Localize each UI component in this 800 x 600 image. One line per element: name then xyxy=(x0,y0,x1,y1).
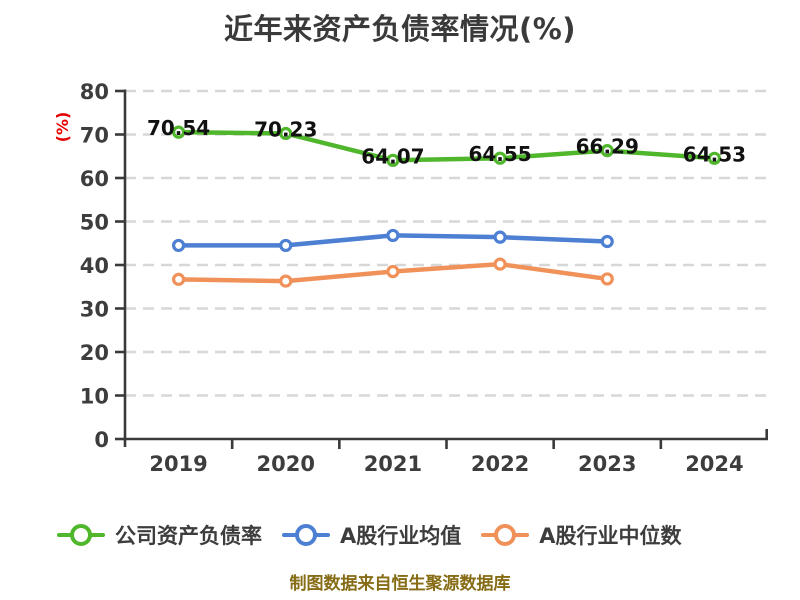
y-tick-label: 70 xyxy=(80,124,109,148)
data-point-marker xyxy=(171,125,186,139)
y-tick-label: 60 xyxy=(80,167,109,191)
data-point-marker xyxy=(279,238,293,253)
y-tick-label: 40 xyxy=(80,254,109,278)
series-line-0 xyxy=(176,129,717,163)
data-point-marker xyxy=(600,272,614,286)
data-point-marker xyxy=(171,238,186,253)
chart-legend: 公司资产负债率 A股行业均值 A股行业中位数 xyxy=(57,522,682,548)
data-point-label: 64.55 xyxy=(468,142,531,166)
y-tick-label: 0 xyxy=(94,428,109,452)
data-point-marker xyxy=(386,228,400,243)
data-point-label: 66.29 xyxy=(576,135,639,159)
data-point-label: 64.53 xyxy=(683,142,746,166)
data-point-marker xyxy=(600,234,614,249)
y-tick-label: 30 xyxy=(80,298,109,322)
legend-item-industry-median: A股行业中位数 xyxy=(481,520,682,550)
data-point-label: 70.54 xyxy=(147,116,210,140)
legend-item-company-ratio: 公司资产负债率 xyxy=(57,520,262,550)
data-point-marker xyxy=(493,257,507,271)
data-point-marker xyxy=(386,264,400,279)
x-tick-label: 2021 xyxy=(364,452,422,476)
data-point-label: 64.07 xyxy=(361,144,424,168)
line-chart-canvas: 0 10 20 30 40 50 60 70 80 2019 2020 2021 2022 2023 202… xyxy=(80,80,769,476)
data-point-marker xyxy=(600,144,614,158)
legend-circle-blue xyxy=(295,524,317,546)
chart-title: 近年来资产负债率情况(%) xyxy=(223,12,577,46)
data-point-marker xyxy=(171,272,186,286)
legend-label: A股行业中位数 xyxy=(539,524,682,548)
legend-marker-blue-icon xyxy=(282,524,330,546)
legend-circle-green xyxy=(70,524,92,546)
y-tick-label: 50 xyxy=(80,211,109,235)
y-tick-label: 80 xyxy=(80,80,109,104)
legend-item-industry-mean: A股行业均值 xyxy=(282,520,461,550)
data-point-marker xyxy=(493,151,507,165)
legend-circle-orange xyxy=(494,524,517,546)
data-source-credit: 制图数据来自恒生聚源数据库 xyxy=(289,574,511,594)
data-point-marker xyxy=(279,126,293,141)
data-point-label: 70.23 xyxy=(254,117,317,141)
data-point-marker xyxy=(386,153,400,167)
x-tick-label: 2024 xyxy=(685,452,743,476)
x-tick-label: 2023 xyxy=(578,452,636,476)
y-tick-label: 10 xyxy=(80,385,109,409)
data-point-marker xyxy=(707,151,722,165)
x-tick-label: 2020 xyxy=(257,452,315,476)
legend-label: A股行业均值 xyxy=(340,524,462,548)
x-tick-label: 2022 xyxy=(471,452,529,476)
y-tick-label: 20 xyxy=(80,341,109,365)
data-point-marker xyxy=(279,274,293,288)
legend-marker-orange-icon xyxy=(481,524,530,546)
data-point-marker xyxy=(493,230,507,244)
legend-marker-green-icon xyxy=(57,524,105,546)
x-tick-label: 2019 xyxy=(149,452,207,476)
legend-label: 公司资产负债率 xyxy=(115,524,262,548)
